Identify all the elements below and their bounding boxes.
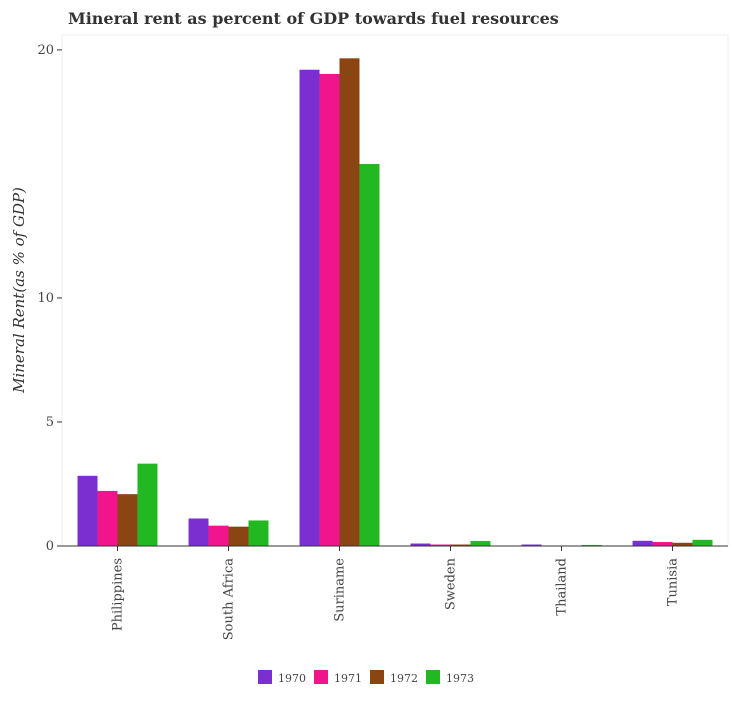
legend-swatch: [258, 670, 272, 684]
legend-label: 1972: [390, 672, 418, 685]
legend-label: 1973: [446, 672, 474, 685]
y-tick-label: 5: [46, 415, 54, 430]
bar-1971-south-africa: [209, 526, 229, 546]
plot-background: [62, 35, 728, 546]
bar-1971-tunisia: [653, 542, 673, 546]
bar-1973-philippines: [137, 464, 157, 546]
bar-1970-tunisia: [633, 541, 653, 546]
bar-1971-suriname: [320, 74, 340, 546]
x-tick-label: South Africa: [222, 558, 237, 640]
y-tick-label: 20: [37, 43, 54, 58]
x-tick-label: Thailand: [555, 558, 570, 616]
bar-1973-sweden: [470, 541, 490, 546]
bar-1970-south-africa: [189, 518, 209, 546]
legend-label: 1971: [334, 672, 362, 685]
legend-swatch: [370, 670, 384, 684]
bar-1972-south-africa: [229, 527, 249, 546]
legend-swatch: [426, 670, 440, 684]
bar-1973-tunisia: [692, 540, 712, 546]
y-axis: 0 5 10 20: [37, 43, 62, 554]
chart-title: Mineral rent as percent of GDP towards f…: [68, 9, 559, 28]
y-tick-label: 0: [46, 539, 54, 554]
bar-1972-philippines: [118, 494, 138, 546]
bar-1970-philippines: [78, 476, 98, 546]
bar-1971-philippines: [98, 491, 118, 546]
x-tick-label: Suriname: [333, 558, 348, 622]
bar-1972-suriname: [340, 58, 360, 546]
y-tick-label: 10: [37, 291, 54, 306]
x-tick-label: Philippines: [111, 558, 126, 631]
y-axis-label: Mineral Rent(as % of GDP): [10, 187, 28, 394]
x-tick-label: Tunisia: [666, 558, 681, 606]
legend-label: 1970: [278, 672, 306, 685]
bar-1973-south-africa: [248, 520, 268, 546]
x-axis: Philippines South Africa Suriname Sweden Tha…: [62, 546, 728, 640]
x-tick-label: Sweden: [444, 557, 459, 610]
bar-1973-suriname: [359, 164, 379, 546]
legend: 1970 1971 1972 1973: [258, 670, 474, 685]
legend-swatch: [314, 670, 328, 684]
bar-1970-suriname: [300, 70, 320, 546]
